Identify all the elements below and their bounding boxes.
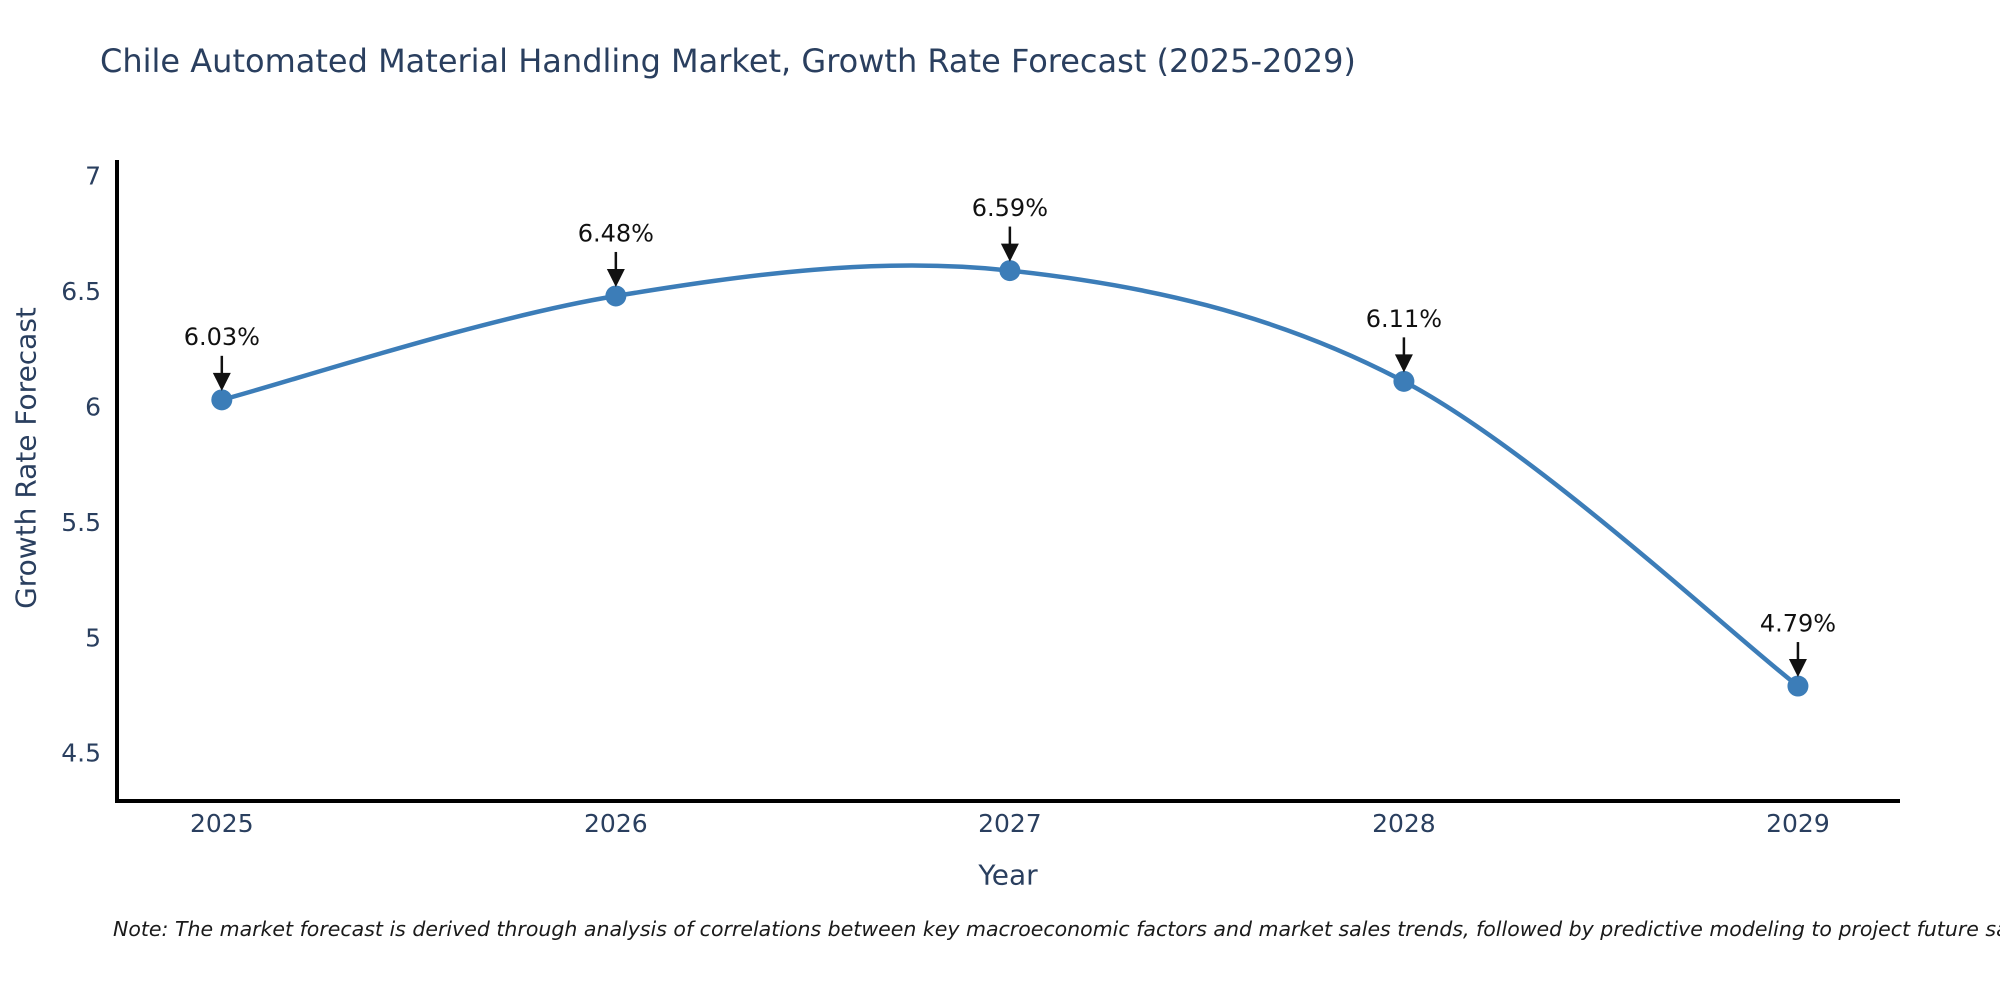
data-point-marker[interactable]	[1787, 675, 1809, 697]
growth-rate-series	[211, 260, 1809, 697]
x-tick-label: 2026	[584, 809, 648, 838]
point-value-label: 6.03%	[184, 323, 260, 351]
y-tick-label: 4.5	[61, 739, 101, 768]
chart-title: Chile Automated Material Handling Market…	[100, 42, 1356, 80]
data-point-marker[interactable]	[605, 285, 627, 307]
y-tick-label: 6.5	[61, 277, 101, 306]
x-tick-label: 2029	[1766, 809, 1830, 838]
tick-labels: 4.5 5 5.5 6 6.5 7 2025 2026 2027 2028 2029	[61, 162, 1830, 838]
x-axis-title: Year	[978, 858, 1038, 892]
point-value-label: 4.79%	[1760, 609, 1836, 637]
annotation-arrowhead	[606, 268, 625, 287]
point-annotations: 6.03% 6.48% 6.59% 6.11% 4.79%	[184, 194, 1836, 678]
x-tick-label: 2028	[1372, 809, 1436, 838]
y-tick-label: 7	[85, 162, 101, 191]
y-tick-label: 6	[85, 393, 101, 422]
footnote: Note: The market forecast is derived thr…	[113, 917, 2000, 941]
point-value-label: 6.59%	[972, 194, 1048, 222]
annotation-arrowhead	[1788, 659, 1807, 678]
data-point-marker[interactable]	[211, 389, 233, 411]
growth-rate-line	[219, 263, 1801, 689]
point-value-label: 6.11%	[1366, 305, 1442, 333]
point-value-label: 6.48%	[578, 219, 654, 247]
x-tick-label: 2027	[978, 809, 1042, 838]
annotation-arrowhead	[212, 372, 231, 391]
x-tick-label: 2025	[190, 809, 254, 838]
data-point-marker[interactable]	[999, 260, 1021, 282]
axes	[115, 160, 1900, 803]
annotation-arrowhead	[1394, 354, 1413, 373]
annotation-arrowhead	[1000, 243, 1019, 262]
data-point-marker[interactable]	[1393, 370, 1415, 392]
y-tick-label: 5.5	[61, 508, 101, 537]
y-tick-label: 5	[85, 623, 101, 652]
